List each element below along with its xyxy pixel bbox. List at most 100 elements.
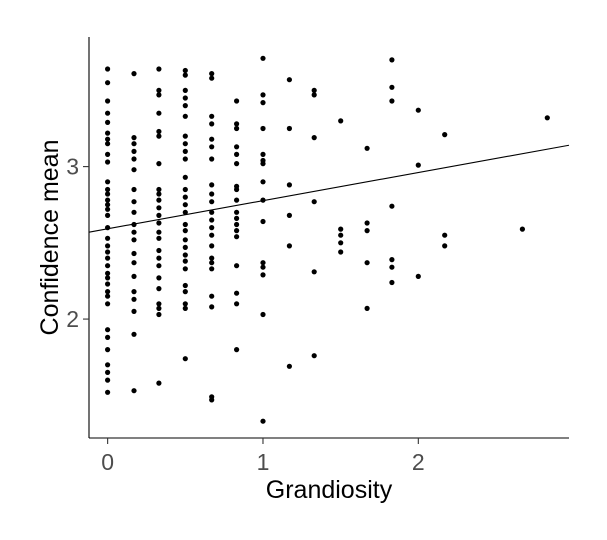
x-axis-title: Grandiosity <box>266 476 393 504</box>
data-point <box>131 148 137 154</box>
data-point <box>234 161 240 167</box>
data-point <box>182 221 188 228</box>
x-tick-label: 1 <box>257 449 270 475</box>
data-point <box>209 199 215 205</box>
data-point <box>105 243 111 249</box>
data-point <box>182 209 188 215</box>
data-point <box>209 243 215 249</box>
data-point <box>105 179 111 185</box>
data-point <box>234 347 240 353</box>
data-point <box>209 136 215 142</box>
data-point <box>131 135 137 141</box>
data-point <box>182 305 188 311</box>
data-point <box>260 92 266 98</box>
data-point <box>182 282 188 289</box>
data-point <box>182 266 188 272</box>
data-point <box>311 135 317 141</box>
data-point <box>105 197 111 203</box>
data-point <box>105 270 111 276</box>
data-point <box>234 215 240 221</box>
data-point <box>105 141 111 147</box>
data-point <box>442 243 448 249</box>
data-point <box>105 212 111 218</box>
data-point <box>338 232 344 238</box>
data-point <box>234 125 240 132</box>
data-point <box>105 202 111 208</box>
data-point <box>156 197 162 203</box>
data-point <box>260 260 266 266</box>
data-point <box>182 67 188 74</box>
data-point <box>364 260 370 266</box>
data-point <box>156 205 162 211</box>
data-point <box>260 55 266 61</box>
data-point <box>182 252 188 258</box>
data-point <box>364 305 370 311</box>
data-point <box>260 161 266 167</box>
data-point <box>105 301 111 307</box>
data-point <box>389 264 395 270</box>
data-point <box>105 377 111 383</box>
data-point <box>182 186 188 193</box>
data-point <box>209 182 215 188</box>
data-point <box>182 141 188 147</box>
data-point <box>156 305 162 311</box>
data-point <box>286 212 292 218</box>
data-point <box>156 301 162 307</box>
data-point <box>105 151 111 157</box>
data-point <box>389 84 395 90</box>
data-point <box>389 57 395 63</box>
data-point <box>105 98 111 104</box>
data-point <box>415 162 421 168</box>
data-point <box>442 132 448 138</box>
data-point <box>105 293 111 299</box>
data-point <box>156 212 162 218</box>
data-point <box>131 237 137 243</box>
data-point <box>286 182 292 188</box>
data-point <box>156 220 162 226</box>
data-point <box>131 156 137 162</box>
data-point <box>156 191 162 197</box>
x-tick-label: 0 <box>101 449 114 475</box>
data-point <box>182 301 188 307</box>
data-point <box>209 293 215 299</box>
data-point <box>182 87 188 93</box>
data-point <box>234 263 240 269</box>
data-point <box>105 389 111 395</box>
data-point <box>286 125 292 132</box>
data-point <box>364 228 370 234</box>
data-point <box>182 156 188 162</box>
data-point <box>234 290 240 296</box>
data-point <box>364 220 370 226</box>
data-point <box>131 260 137 266</box>
data-point <box>415 273 421 279</box>
data-point <box>105 80 111 86</box>
data-point <box>156 380 162 386</box>
data-point <box>389 98 395 104</box>
data-point <box>105 327 111 333</box>
data-point <box>364 145 370 151</box>
data-point <box>389 203 395 209</box>
data-point <box>260 218 266 225</box>
data-point <box>105 186 111 193</box>
data-point <box>182 95 188 101</box>
data-point <box>234 209 240 215</box>
data-point <box>442 232 448 238</box>
data-point <box>131 296 137 302</box>
data-point <box>209 260 215 266</box>
data-point <box>234 221 240 228</box>
data-point <box>519 226 526 232</box>
data-point <box>105 66 111 72</box>
data-point <box>182 289 188 295</box>
data-point <box>234 301 240 307</box>
data-point <box>105 206 111 212</box>
data-point <box>105 334 111 340</box>
data-point <box>311 92 317 98</box>
data-point <box>234 151 240 157</box>
data-point <box>338 118 344 124</box>
data-point <box>311 87 317 93</box>
data-point <box>182 113 188 119</box>
data-point <box>156 263 162 269</box>
data-point <box>131 141 137 147</box>
y-tick-label: 3 <box>66 154 79 180</box>
data-point <box>182 356 188 362</box>
